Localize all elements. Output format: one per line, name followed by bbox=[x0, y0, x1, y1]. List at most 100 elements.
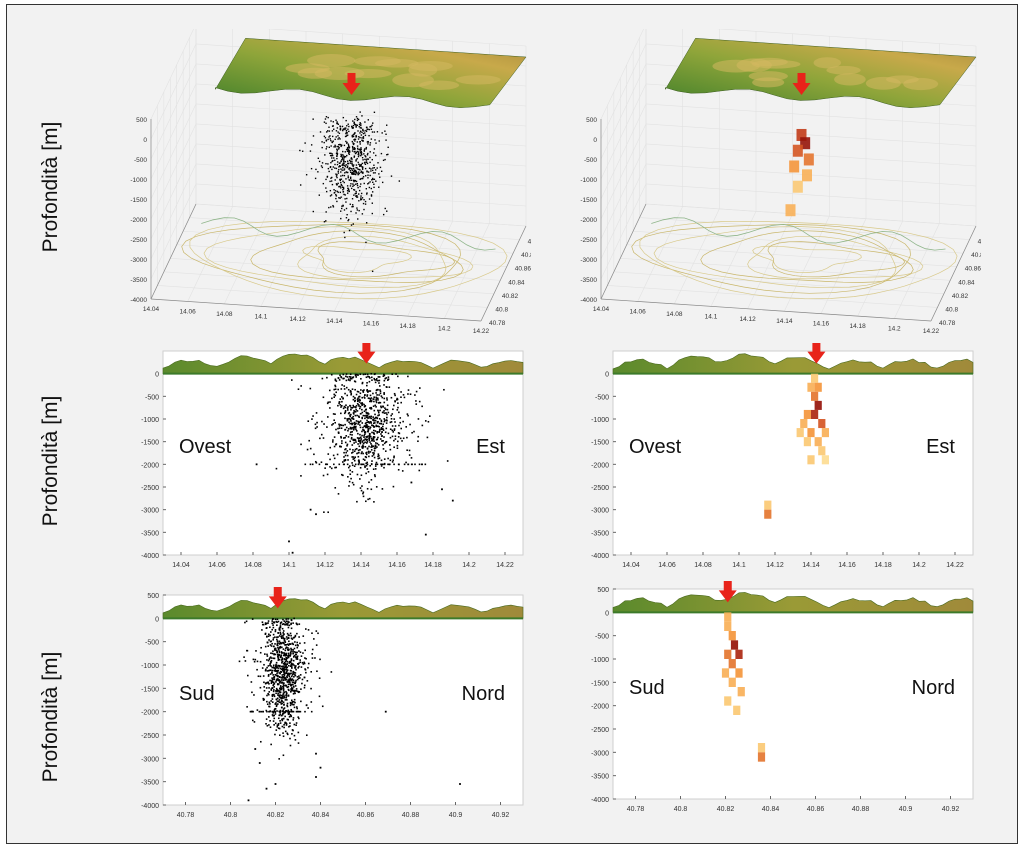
scatter-point bbox=[354, 138, 357, 141]
scatter-point bbox=[297, 716, 300, 718]
scatter-point bbox=[379, 438, 382, 440]
scatter-point bbox=[329, 407, 331, 409]
scatter-point bbox=[352, 451, 354, 454]
scatter-point bbox=[387, 376, 390, 378]
scatter-point bbox=[374, 419, 377, 422]
scatter-point bbox=[371, 270, 374, 273]
scatter-point bbox=[345, 448, 347, 450]
scatter-point bbox=[325, 211, 327, 213]
scatter-point bbox=[334, 167, 336, 169]
scatter-point bbox=[331, 125, 334, 127]
scatter-point bbox=[266, 694, 268, 697]
scatter-point bbox=[356, 124, 358, 126]
scatter-point bbox=[264, 623, 267, 626]
x-tick-label: 40.9 bbox=[899, 806, 913, 813]
scatter-point bbox=[350, 438, 353, 440]
scatter-point bbox=[369, 435, 372, 438]
scatter-point bbox=[278, 627, 281, 629]
scatter-point bbox=[368, 390, 370, 392]
scatter-point bbox=[283, 723, 285, 726]
scatter-point bbox=[417, 440, 419, 443]
scatter-point bbox=[354, 410, 357, 413]
scatter-point bbox=[277, 657, 280, 659]
scatter-point bbox=[273, 657, 276, 660]
scatter-point bbox=[366, 436, 368, 439]
scatter-point bbox=[289, 744, 292, 747]
scatter-point bbox=[285, 656, 287, 659]
scatter-point bbox=[357, 420, 359, 423]
scatter-point bbox=[344, 156, 347, 158]
scatter-point bbox=[375, 142, 377, 144]
scatter-point bbox=[277, 727, 280, 730]
scatter-point bbox=[270, 689, 273, 691]
scatter-point bbox=[352, 483, 355, 486]
scatter-point bbox=[397, 440, 399, 443]
scatter-point bbox=[344, 411, 347, 413]
scatter-point bbox=[362, 414, 365, 417]
scatter-point bbox=[353, 167, 355, 170]
scatter-point bbox=[271, 687, 274, 689]
scatter-point bbox=[364, 132, 366, 134]
scatter-point bbox=[251, 618, 254, 620]
y-tick-label: -1500 bbox=[591, 440, 609, 447]
scatter-point bbox=[353, 169, 355, 171]
scatter-point bbox=[299, 659, 301, 661]
scatter-point bbox=[347, 171, 349, 174]
red-arrow-marker bbox=[792, 72, 811, 95]
scatter-point bbox=[315, 168, 317, 171]
scatter-point bbox=[343, 159, 345, 161]
scatter-point bbox=[339, 178, 341, 181]
scatter-point bbox=[365, 442, 368, 444]
scatter-point bbox=[391, 425, 394, 427]
scatter-point bbox=[360, 124, 362, 127]
scatter-point bbox=[340, 160, 342, 162]
scatter-point bbox=[345, 119, 347, 122]
scatter-point bbox=[363, 389, 365, 391]
scatter-point bbox=[292, 719, 295, 721]
scatter-point bbox=[330, 152, 332, 155]
scatter-point bbox=[314, 177, 317, 180]
scatter-point bbox=[269, 664, 271, 667]
x-tick-label: 14.1 bbox=[282, 562, 296, 569]
scatter-point bbox=[335, 152, 338, 155]
scatter-point bbox=[360, 377, 362, 380]
scatter-point bbox=[334, 163, 336, 166]
scatter-point bbox=[358, 398, 361, 401]
scatter-point bbox=[277, 690, 279, 693]
scatter-point bbox=[403, 396, 406, 399]
scatter-point bbox=[335, 391, 338, 394]
scatter-point bbox=[365, 376, 368, 379]
scatter-point bbox=[305, 174, 308, 176]
scatter-point bbox=[371, 424, 373, 427]
scatter-point bbox=[357, 168, 359, 170]
scatter-point bbox=[348, 421, 350, 424]
scatter-point bbox=[276, 666, 279, 668]
scatter-point bbox=[293, 676, 295, 678]
y-tick-label: -500 bbox=[145, 394, 159, 401]
y-tick-label: -2000 bbox=[141, 462, 159, 469]
scatter-point bbox=[337, 182, 339, 185]
scatter-point bbox=[257, 675, 260, 678]
scatter-point bbox=[335, 175, 338, 177]
scatter-point bbox=[340, 178, 343, 180]
box-edge bbox=[150, 203, 197, 300]
scatter-point bbox=[351, 376, 354, 379]
x-tick-label: 14.08 bbox=[216, 311, 233, 318]
scatter-point bbox=[377, 399, 379, 401]
scatter-point bbox=[290, 691, 292, 693]
scatter-point bbox=[339, 197, 341, 199]
scatter-point bbox=[383, 466, 385, 469]
x-tick-label: 40.88 bbox=[402, 812, 420, 819]
scatter-point bbox=[375, 396, 377, 399]
scatter-point bbox=[393, 429, 396, 432]
scatter-point bbox=[349, 427, 352, 430]
scatter-point bbox=[283, 652, 286, 655]
scatter-point bbox=[290, 679, 293, 682]
scatter-point bbox=[344, 429, 346, 431]
scatter-point bbox=[277, 678, 279, 680]
scatter-point bbox=[298, 717, 300, 720]
scatter-point bbox=[373, 409, 376, 412]
y-tick-label: -1000 bbox=[591, 417, 609, 424]
scatter-point bbox=[372, 419, 374, 421]
scatter-point bbox=[261, 621, 264, 623]
